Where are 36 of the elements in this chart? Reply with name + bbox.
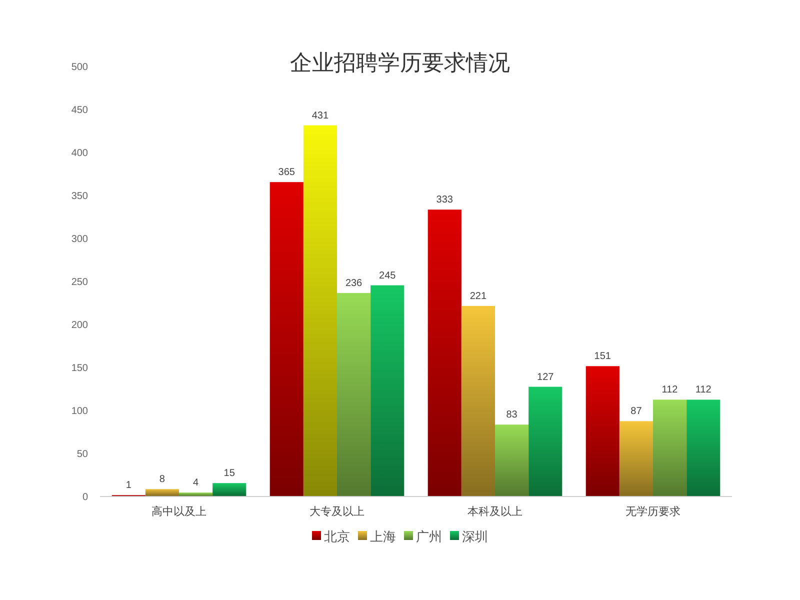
y-tick-label: 50 — [76, 449, 88, 460]
y-tick-label: 300 — [71, 234, 88, 245]
data-label: 127 — [537, 372, 554, 383]
data-label: 333 — [436, 194, 454, 206]
x-tick-label: 高中以及上 — [152, 505, 206, 518]
legend-label: 广州 — [416, 529, 442, 544]
data-label: 221 — [470, 290, 487, 302]
y-tick-label: 350 — [71, 191, 88, 202]
y-tick-label: 150 — [71, 363, 88, 374]
y-tick-label: 500 — [71, 62, 88, 73]
x-tick-label: 大专及以上 — [310, 505, 364, 518]
x-tick-label: 本科及以上 — [468, 505, 522, 518]
y-tick-label: 250 — [71, 277, 88, 288]
legend-label: 北京 — [324, 529, 350, 544]
data-label: 245 — [379, 270, 396, 282]
data-label: 431 — [312, 110, 329, 122]
data-label: 4 — [193, 478, 200, 489]
data-label: 236 — [345, 278, 363, 290]
data-label: 112 — [662, 384, 678, 396]
x-tick-label: 无学历要求 — [626, 505, 680, 518]
y-tick-label: 0 — [82, 492, 88, 503]
data-label: 15 — [224, 468, 236, 480]
y-tick-label: 450 — [71, 105, 88, 116]
data-label: 112 — [695, 384, 712, 396]
y-tick-label: 400 — [71, 148, 88, 159]
y-tick-label: 200 — [71, 320, 88, 331]
data-label: 87 — [630, 406, 642, 418]
legend-label: 深圳 — [462, 529, 488, 544]
data-label: 365 — [278, 167, 296, 178]
data-label: 1 — [126, 480, 132, 492]
data-label: 83 — [506, 410, 518, 421]
data-label: 8 — [159, 474, 166, 486]
legend-label: 上海 — [370, 529, 396, 544]
data-label: 151 — [594, 351, 612, 362]
y-tick-label: 100 — [71, 406, 88, 417]
title: 企业招聘学历要求情况 — [290, 50, 510, 75]
